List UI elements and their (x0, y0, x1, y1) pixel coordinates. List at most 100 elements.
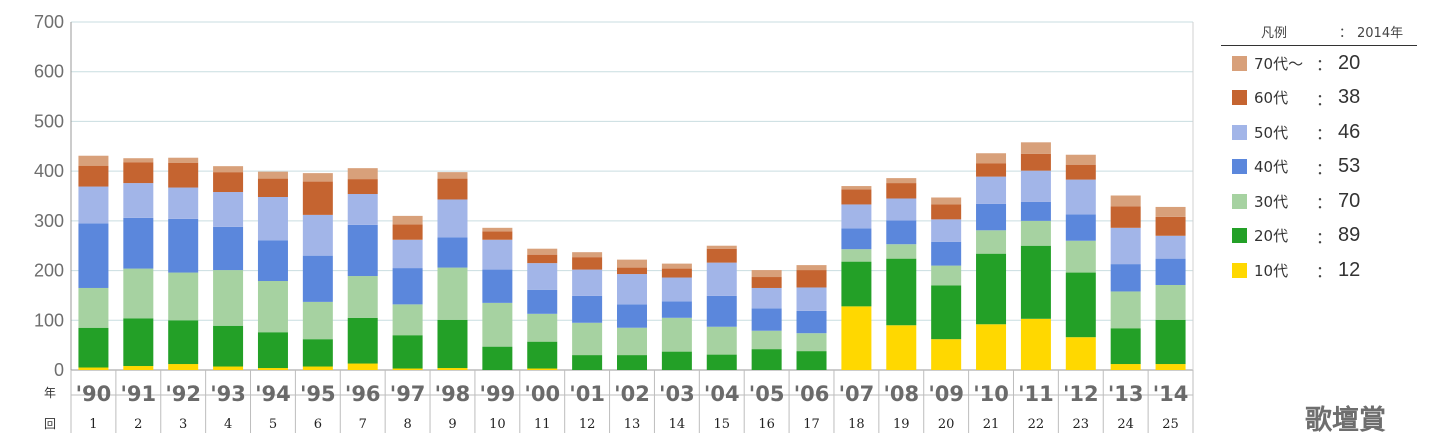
bar-segment (168, 157, 199, 163)
bar-segment (661, 277, 692, 302)
stacked-bar-chart: 0 100 200 300 400 500 600 700 年回 '90 1 '91 2 '92 3 '93 4… (34, 12, 1194, 433)
bar-segment (976, 253, 1007, 325)
bar-segment (1110, 195, 1141, 207)
legend-item-colon: ： (1316, 193, 1333, 213)
bar-segment (976, 176, 1007, 204)
bar-segment (257, 281, 288, 333)
bar-segment (168, 218, 199, 273)
bar-segment (392, 239, 423, 269)
round-label: 2 (134, 417, 142, 432)
bar-segment (78, 223, 109, 288)
bar-segment (78, 186, 109, 224)
bar-segment (257, 178, 288, 197)
bar-segment (751, 277, 782, 288)
x-tick-label: '91 (120, 382, 156, 406)
bar-segment (1065, 240, 1096, 273)
bar-segment (661, 263, 692, 269)
y-tick-label: 500 (34, 111, 64, 131)
legend-item-colon: ： (1316, 262, 1333, 282)
bar-segment (661, 301, 692, 318)
legend-item-label: 50代 (1254, 123, 1289, 142)
bar-segment (168, 187, 199, 219)
round-label: 18 (848, 417, 865, 432)
legend-item-value: 20 (1338, 51, 1361, 74)
bar-segment (841, 204, 872, 229)
legend-item-label: 70代～ (1254, 54, 1304, 73)
bar-segment (437, 319, 468, 369)
bar-segment (482, 239, 513, 270)
bar-segment (1155, 216, 1186, 236)
bar-segment (706, 354, 737, 370)
x-tick-label: '92 (165, 382, 201, 406)
y-tick-label: 300 (34, 211, 64, 231)
round-label: 14 (669, 417, 686, 432)
x-tick-label: '06 (794, 382, 830, 406)
bar-segment (976, 203, 1007, 231)
bar-segment (257, 171, 288, 179)
legend-item-value: 12 (1338, 258, 1361, 281)
bar-segment (437, 178, 468, 200)
legend-swatch (1232, 124, 1247, 140)
round-label: 5 (269, 417, 277, 432)
legend-swatch (1232, 55, 1247, 71)
x-tick-label: '97 (390, 382, 426, 406)
bar-segment (1155, 235, 1186, 259)
x-tick-label: '00 (524, 382, 560, 406)
y-tick-label: 0 (54, 360, 64, 380)
bar-segment (1155, 364, 1186, 370)
legend-swatch (1232, 159, 1247, 175)
bar-segment (572, 295, 603, 323)
bar-segment (302, 339, 333, 367)
bar-segment (796, 333, 827, 352)
bar-segment (213, 226, 244, 271)
bar-segment (617, 304, 647, 328)
legend-item-value: 46 (1338, 120, 1361, 143)
bar-segment (706, 295, 737, 327)
bar-segment (437, 237, 468, 268)
bar-segment (527, 313, 558, 342)
bar-segment (1065, 179, 1096, 215)
bar-segment (886, 220, 917, 245)
bar-segment (841, 228, 872, 250)
bar-segment (482, 231, 513, 240)
bar-segment (706, 248, 737, 263)
round-label: 21 (983, 417, 1000, 432)
bar-segment (392, 368, 423, 370)
x-tick-label: '08 (883, 382, 919, 406)
y-tick-label: 400 (34, 161, 64, 181)
bar-segment (527, 341, 558, 369)
legend-swatch (1232, 193, 1247, 209)
legend-item: 30代 ： 70 (1221, 184, 1417, 219)
bar-segment (796, 310, 827, 334)
bar-segment (213, 366, 244, 370)
round-label: 23 (1073, 417, 1090, 432)
legend-item-colon: ： (1316, 158, 1333, 178)
legend-swatch (1232, 228, 1247, 244)
legend-year: 2014年 (1357, 25, 1404, 41)
bar-segment (1155, 258, 1186, 285)
bar-segment (302, 173, 333, 182)
bar-segment (931, 204, 962, 220)
legend-header: 凡例 ： 2014年 (1221, 20, 1417, 46)
bar-segment (168, 320, 199, 365)
bar-segment (796, 270, 827, 288)
x-tick-label: '95 (300, 382, 336, 406)
bar-segment (661, 317, 692, 352)
x-tick-label: '14 (1153, 382, 1189, 406)
legend-item-label: 60代 (1254, 89, 1289, 108)
legend-swatch (1232, 262, 1247, 278)
bar-segment (841, 186, 872, 190)
bar-segment (886, 178, 917, 184)
legend-item: 40代 ： 53 (1221, 150, 1417, 185)
bar-segment (1155, 319, 1186, 365)
row-header-year: 年 (44, 386, 56, 400)
bar-segment (976, 324, 1007, 370)
round-label: 8 (403, 417, 411, 432)
round-label: 17 (803, 417, 820, 432)
bar-segment (302, 366, 333, 370)
bar-segment (1065, 164, 1096, 180)
round-label: 1 (89, 417, 97, 432)
bar-segment (706, 262, 737, 296)
x-tick-label: '11 (1018, 382, 1054, 406)
round-label: 7 (359, 417, 367, 432)
